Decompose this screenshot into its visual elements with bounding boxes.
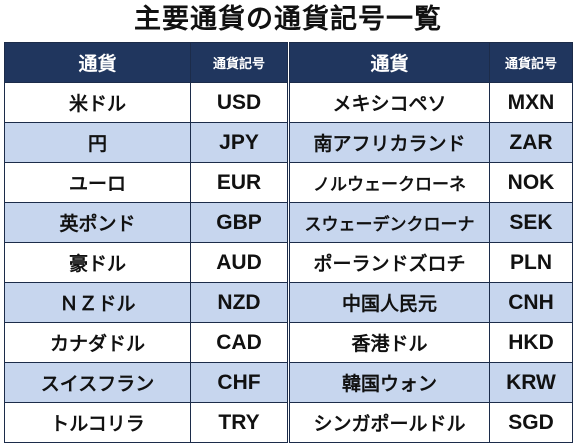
table-row: 南アフリカランド ZAR <box>289 122 573 163</box>
currency-table: 通貨 通貨記号 米ドル USD 円 JPY ユーロ EUR 英ポンド GBP 豪ドル AUD ＮＺド… <box>4 42 288 443</box>
table-row: ノルウェークローネ NOK <box>289 162 573 203</box>
currency-code-cell: ZAR <box>489 122 573 163</box>
table-row: 円 JPY <box>4 122 288 163</box>
table-row: ユーロ EUR <box>4 162 288 203</box>
currency-name-cell: ノルウェークローネ <box>289 162 490 203</box>
currency-name-cell: メキシコペソ <box>289 82 490 123</box>
currency-name-cell: 香港ドル <box>289 322 490 363</box>
table-header-row: 通貨 通貨記号 <box>4 42 288 83</box>
code-column-header: 通貨記号 <box>489 42 573 83</box>
currency-name-cell: ユーロ <box>4 162 191 203</box>
table-row: カナダドル CAD <box>4 322 288 363</box>
currency-code-cell: USD <box>190 82 288 123</box>
currency-name-cell: ＮＺドル <box>4 282 191 323</box>
table-row: シンガポールドル SGD <box>289 402 573 443</box>
currency-table-left: 通貨 通貨記号 米ドル USD 円 JPY ユーロ EUR 英ポンド GBP 豪ドル AUD ＮＺド… <box>4 42 288 443</box>
currency-code-cell: NZD <box>190 282 288 323</box>
currency-code-cell: AUD <box>190 242 288 283</box>
currency-name-cell: 豪ドル <box>4 242 191 283</box>
currency-code-cell: JPY <box>190 122 288 163</box>
table-row: 中国人民元 CNH <box>289 282 573 323</box>
currency-name-cell: シンガポールドル <box>289 402 490 443</box>
currency-code-cell: HKD <box>489 322 573 363</box>
currency-code-cell: TRY <box>190 402 288 443</box>
currency-column-header: 通貨 <box>289 42 490 83</box>
currency-code-cell: SGD <box>489 402 573 443</box>
currency-table: 通貨 通貨記号 メキシコペソ MXN 南アフリカランド ZAR ノルウェークローネ NOK… <box>289 42 573 443</box>
table-row: スイスフラン CHF <box>4 362 288 403</box>
table-header-row: 通貨 通貨記号 <box>289 42 573 83</box>
code-column-header: 通貨記号 <box>190 42 288 83</box>
table-row: メキシコペソ MXN <box>289 82 573 123</box>
table-row: トルコリラ TRY <box>4 402 288 443</box>
currency-name-cell: 英ポンド <box>4 202 191 243</box>
currency-name-cell: ポーランドズロチ <box>289 242 490 283</box>
currency-code-cell: SEK <box>489 202 573 243</box>
table-row: ＮＺドル NZD <box>4 282 288 323</box>
currency-code-cell: GBP <box>190 202 288 243</box>
currency-table-right: 通貨 通貨記号 メキシコペソ MXN 南アフリカランド ZAR ノルウェークローネ NOK… <box>289 42 573 443</box>
currency-name-cell: トルコリラ <box>4 402 191 443</box>
currency-name-cell: 米ドル <box>4 82 191 123</box>
currency-name-cell: カナダドル <box>4 322 191 363</box>
table-row: 香港ドル HKD <box>289 322 573 363</box>
currency-column-header: 通貨 <box>4 42 191 83</box>
currency-code-cell: EUR <box>190 162 288 203</box>
currency-code-cell: CHF <box>190 362 288 403</box>
table-row: ポーランドズロチ PLN <box>289 242 573 283</box>
table-row: 豪ドル AUD <box>4 242 288 283</box>
currency-name-cell: 中国人民元 <box>289 282 490 323</box>
currency-code-cell: PLN <box>489 242 573 283</box>
currency-name-cell: 円 <box>4 122 191 163</box>
currency-code-cell: CAD <box>190 322 288 363</box>
currency-code-cell: CNH <box>489 282 573 323</box>
page-title: 主要通貨の通貨記号一覧 <box>134 4 442 35</box>
currency-name-cell: 韓国ウォン <box>289 362 490 403</box>
currency-name-cell: スイスフラン <box>4 362 191 403</box>
currency-code-cell: NOK <box>489 162 573 203</box>
currency-name-cell: スウェーデンクローナ <box>289 202 490 243</box>
currency-code-cell: MXN <box>489 82 573 123</box>
table-row: 韓国ウォン KRW <box>289 362 573 403</box>
table-row: 英ポンド GBP <box>4 202 288 243</box>
currency-code-cell: KRW <box>489 362 573 403</box>
currency-name-cell: 南アフリカランド <box>289 122 490 163</box>
table-row: 米ドル USD <box>4 82 288 123</box>
table-row: スウェーデンクローナ SEK <box>289 202 573 243</box>
